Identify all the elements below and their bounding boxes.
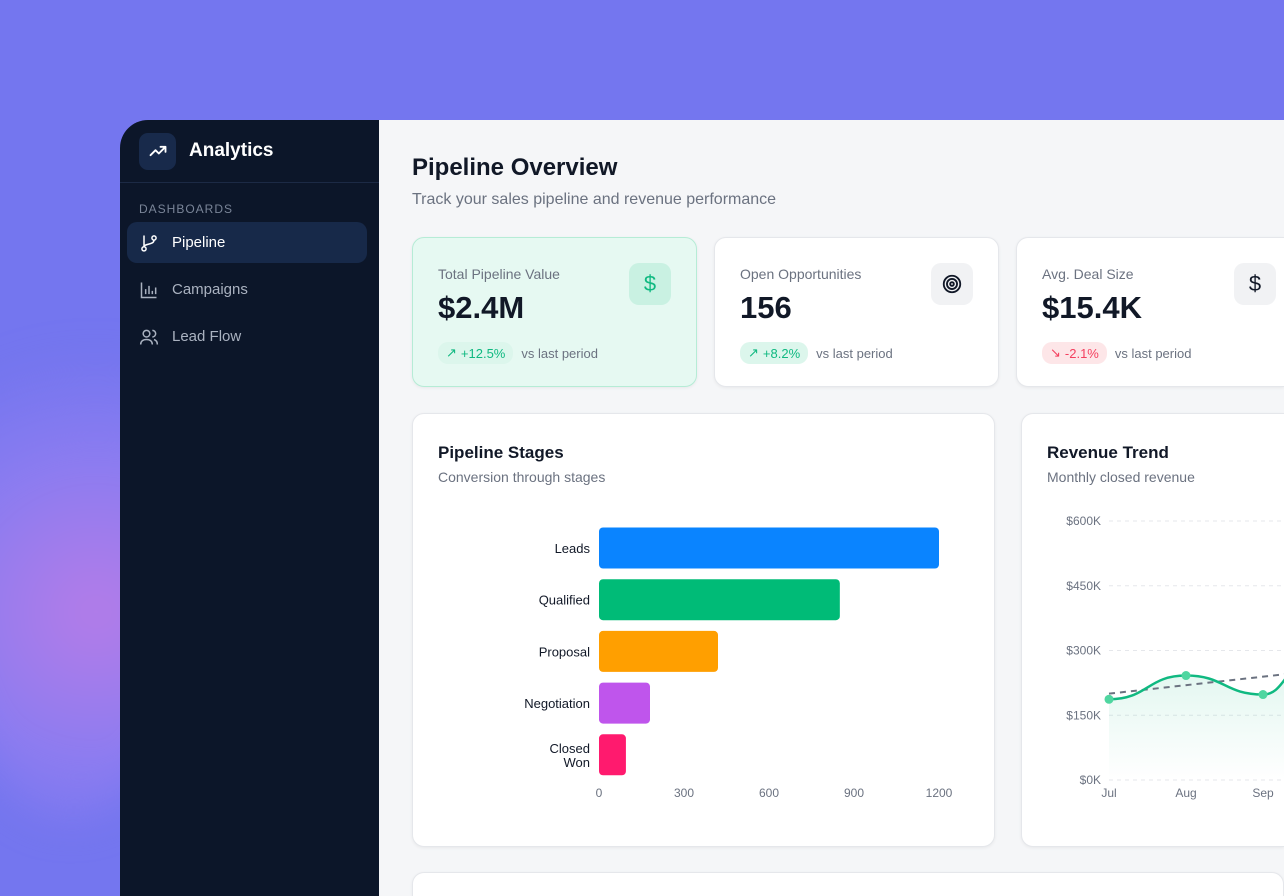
kpi-value: $15.4K: [1042, 290, 1142, 325]
dollar-icon: $: [629, 263, 671, 305]
revenue-line: [1108, 674, 1284, 701]
main-content: Pipeline Overview Track your sales pipel…: [379, 120, 1284, 896]
target-icon: [931, 263, 973, 305]
kpi-card-open-opportunities: Open Opportunities 156 ↗ +8.2% vs last per…: [714, 237, 999, 387]
kpi-value: 156: [740, 290, 792, 325]
change-badge: ↗ +8.2%: [740, 342, 809, 364]
change-value: -2.1%: [1064, 345, 1099, 361]
bar-proposal: [599, 630, 718, 672]
bar-closed-won: [599, 734, 626, 776]
bar-chart-icon: [140, 282, 157, 298]
x-tick-label: 900: [844, 786, 864, 800]
kpi-label: Total Pipeline Value: [438, 266, 560, 282]
y-tick-label: $600K: [1066, 514, 1101, 528]
kpi-card-total-pipeline: Total Pipeline Value $2.4M $ ↗ +12.5% vs l…: [412, 237, 697, 387]
kpi-label: Open Opportunities: [740, 266, 862, 282]
pipeline-bar-chart: Leads Qualified Proposal Negotiation Closed W…: [524, 527, 953, 800]
kpi-label: Avg. Deal Size: [1042, 266, 1134, 282]
trending-up-icon: [139, 132, 176, 170]
compare-label: vs last period: [521, 345, 598, 361]
git-branch-icon: [141, 234, 157, 252]
trending-down-icon: ↘: [1050, 345, 1061, 360]
trend-line: [1108, 673, 1284, 695]
x-tick-label: 1200: [926, 786, 953, 800]
chart-title: Revenue Trend: [1047, 443, 1169, 462]
x-tick-label: 0: [596, 786, 603, 800]
revenue-line-chart: $0K $150K $300K $450K $600K Jul Aug Sep: [1066, 514, 1284, 800]
dollar-icon: $: [1234, 263, 1276, 305]
sidebar-item-lead-flow[interactable]: Lead Flow: [127, 316, 367, 357]
bottom-card: [412, 872, 1284, 896]
y-tick-label: $150K: [1066, 708, 1101, 722]
category-label: Leads: [555, 541, 591, 556]
x-tick-label: Jul: [1101, 786, 1116, 800]
bar-qualified: [599, 579, 840, 621]
sidebar: Analytics DASHBOARDS Pipeline Campaigns …: [120, 120, 379, 896]
trending-up-icon: ↗: [748, 345, 759, 360]
sidebar-item-label: Lead Flow: [172, 328, 242, 345]
sidebar-item-pipeline[interactable]: Pipeline: [127, 222, 367, 263]
sidebar-item-label: Pipeline: [172, 234, 226, 251]
compare-label: vs last period: [816, 345, 893, 361]
y-tick-label: $450K: [1066, 579, 1101, 593]
y-tick-label: $0K: [1080, 773, 1101, 787]
category-label: Qualified: [539, 593, 590, 608]
kpi-value: $2.4M: [438, 290, 525, 325]
kpi-card-avg-deal-size: Avg. Deal Size $15.4K $ ↘ -2.1% vs last pe…: [1016, 237, 1284, 387]
data-point: [1258, 690, 1268, 700]
page-subtitle: Track your sales pipeline and revenue pe…: [412, 191, 777, 208]
change-value: +12.5%: [460, 345, 506, 361]
category-label: Proposal: [539, 644, 590, 659]
chart-title: Pipeline Stages: [438, 443, 564, 462]
revenue-trend-card: Revenue Trend Monthly closed revenue $0K…: [1021, 413, 1284, 847]
chart-subtitle: Monthly closed revenue: [1047, 469, 1195, 485]
x-tick-label: 300: [674, 786, 694, 800]
sidebar-item-campaigns[interactable]: Campaigns: [127, 269, 367, 310]
category-label: Closed Won: [550, 741, 590, 770]
category-label: Negotiation: [524, 696, 590, 711]
x-tick-label: Aug: [1175, 786, 1196, 800]
change-value: +8.2%: [762, 345, 801, 361]
pipeline-stages-card: Pipeline Stages Conversion through stage…: [412, 413, 995, 847]
chart-subtitle: Conversion through stages: [438, 469, 606, 485]
brand-name: Analytics: [189, 140, 274, 161]
change-badge: ↘ -2.1%: [1042, 342, 1107, 364]
brand: Analytics: [120, 120, 379, 183]
section-label: DASHBOARDS: [139, 202, 234, 216]
change-badge: ↗ +12.5%: [438, 342, 514, 364]
x-tick-label: Sep: [1252, 786, 1274, 800]
compare-label: vs last period: [1114, 345, 1192, 361]
data-point: [1181, 671, 1191, 681]
page-title: Pipeline Overview: [412, 154, 618, 181]
data-point: [1104, 694, 1114, 704]
x-tick-label: 600: [759, 786, 779, 800]
bar-leads: [599, 527, 939, 569]
sidebar-item-label: Campaigns: [172, 281, 248, 298]
users-icon: [139, 329, 159, 345]
bar-negotiation: [599, 682, 650, 724]
trending-up-icon: ↗: [446, 345, 457, 360]
area-fill: [1109, 675, 1284, 780]
y-tick-label: $300K: [1066, 644, 1101, 658]
app-window: Analytics DASHBOARDS Pipeline Campaigns …: [120, 120, 1284, 896]
